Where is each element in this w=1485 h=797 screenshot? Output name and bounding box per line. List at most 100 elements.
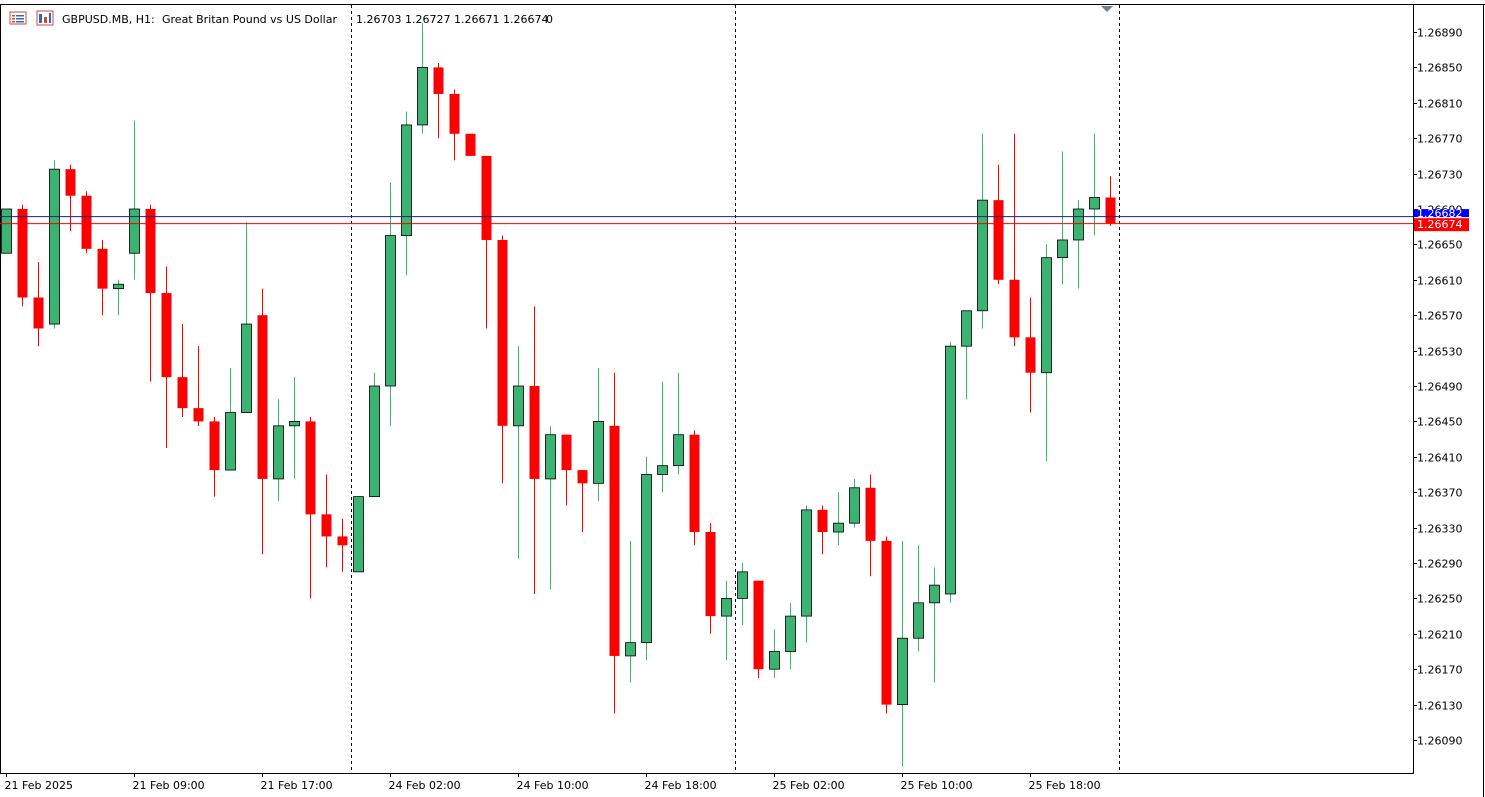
candle-body-bull bbox=[513, 385, 524, 427]
price-tick-label: 1.26370 bbox=[1417, 487, 1463, 500]
candle-body-bear bbox=[1025, 337, 1036, 373]
candle bbox=[513, 346, 524, 559]
candle-body-bull bbox=[545, 434, 556, 480]
candle-body-bull bbox=[849, 487, 860, 524]
candle bbox=[881, 536, 892, 714]
data-window-icon[interactable] bbox=[36, 10, 54, 26]
candle bbox=[1, 208, 12, 254]
candle-body-bear bbox=[481, 155, 492, 240]
candle-body-bear bbox=[65, 169, 76, 196]
candle-body-bull bbox=[273, 425, 284, 480]
candle-body-bull bbox=[785, 615, 796, 652]
candle bbox=[337, 518, 348, 572]
candle bbox=[817, 505, 828, 555]
price-tick-label: 1.26330 bbox=[1417, 523, 1463, 536]
time-tick-label: 25 Feb 18:00 bbox=[1029, 779, 1101, 792]
candle-body-bear bbox=[497, 239, 508, 426]
candle bbox=[417, 23, 428, 134]
candle bbox=[529, 306, 540, 594]
chart-header: GBPUSD.MB, H1: Great Britan Pound vs US … bbox=[9, 10, 553, 26]
time-tick-label: 25 Feb 10:00 bbox=[901, 779, 973, 792]
candle bbox=[433, 62, 444, 139]
candle bbox=[129, 120, 140, 280]
candle-body-bull bbox=[1089, 197, 1100, 210]
candle-body-bear bbox=[881, 540, 892, 705]
right-border bbox=[1483, 4, 1484, 797]
ask-price-label: 1.26682 bbox=[1417, 207, 1463, 220]
candle bbox=[801, 505, 812, 643]
candle-body-bear bbox=[209, 421, 220, 471]
candle-body-bear bbox=[193, 408, 204, 422]
candle-body-bull bbox=[1041, 257, 1052, 374]
candle-body-bear bbox=[337, 536, 348, 546]
candle-body-bear bbox=[753, 580, 764, 670]
time-tick-label: 21 Feb 17:00 bbox=[261, 779, 333, 792]
candle bbox=[689, 430, 700, 546]
candle-body-bear bbox=[577, 470, 588, 484]
candle-body-bull bbox=[353, 496, 364, 573]
candle bbox=[673, 372, 684, 475]
candle bbox=[705, 523, 716, 634]
price-tick-label: 1.26650 bbox=[1417, 239, 1463, 252]
candle-body-bear bbox=[177, 377, 188, 409]
candle bbox=[897, 540, 908, 767]
candle bbox=[833, 492, 844, 546]
candle-body-bull bbox=[961, 310, 972, 347]
candle-body-bull bbox=[833, 522, 844, 533]
candle bbox=[1105, 176, 1116, 226]
price-tick-label: 1.26130 bbox=[1417, 700, 1463, 713]
candle-body-bull bbox=[897, 637, 908, 705]
candles bbox=[1, 23, 1116, 767]
candle-body-bear bbox=[689, 434, 700, 533]
volume-value: 0 bbox=[546, 13, 553, 26]
candle bbox=[721, 580, 732, 661]
time-axis[interactable]: 21 Feb 2025 21 Feb 09:00 21 Feb 17:00 24 Fe… bbox=[5, 773, 1101, 792]
candle bbox=[145, 204, 156, 382]
candle bbox=[289, 377, 300, 479]
candle bbox=[545, 425, 556, 590]
candle bbox=[273, 399, 284, 502]
price-axis[interactable]: 1.26890 1.26850 1.26810 1.26770 1.26730 1.266… bbox=[1413, 27, 1469, 748]
candle-body-bear bbox=[705, 532, 716, 617]
candle-body-bull bbox=[369, 385, 380, 498]
symbol-label: GBPUSD.MB, H1: bbox=[62, 13, 155, 26]
candle bbox=[1089, 133, 1100, 236]
chart-window-icon[interactable] bbox=[9, 11, 27, 25]
candle bbox=[97, 239, 108, 316]
candle-body-bear bbox=[1009, 279, 1020, 338]
candle bbox=[993, 164, 1004, 285]
bid-price-label-bg bbox=[1414, 218, 1469, 232]
candle bbox=[977, 133, 988, 329]
candle-body-bull bbox=[49, 168, 60, 325]
candle bbox=[17, 204, 28, 307]
price-tick-label: 1.26290 bbox=[1417, 558, 1463, 571]
candle bbox=[65, 164, 76, 232]
candle-body-bull bbox=[129, 208, 140, 254]
candle-body-bear bbox=[17, 209, 28, 298]
candle bbox=[33, 262, 44, 347]
chart-shift-marker[interactable] bbox=[1101, 6, 1113, 12]
price-tick-label: 1.26610 bbox=[1417, 275, 1463, 288]
candle bbox=[305, 416, 316, 599]
ask-price-label-bg bbox=[1414, 209, 1469, 218]
candle bbox=[769, 629, 780, 679]
candle bbox=[913, 545, 924, 652]
candle-body-bear bbox=[865, 487, 876, 541]
candle-body-bull bbox=[641, 474, 652, 644]
candle bbox=[609, 372, 620, 714]
candle bbox=[737, 563, 748, 625]
candle bbox=[161, 266, 172, 448]
candle bbox=[193, 346, 204, 426]
candle-body-bear bbox=[161, 293, 172, 378]
candle bbox=[401, 111, 412, 276]
candle-body-bull bbox=[225, 412, 236, 471]
price-tick-label: 1.26570 bbox=[1417, 310, 1463, 323]
candle-body-bull bbox=[737, 571, 748, 599]
candle-body-bear bbox=[817, 509, 828, 533]
time-tick-label: 21 Feb 09:00 bbox=[133, 779, 205, 792]
time-tick-label: 24 Feb 18:00 bbox=[645, 779, 717, 792]
candle-body-bear bbox=[529, 386, 540, 479]
candle-body-bear bbox=[321, 514, 332, 537]
candle-body-bear bbox=[465, 133, 476, 156]
